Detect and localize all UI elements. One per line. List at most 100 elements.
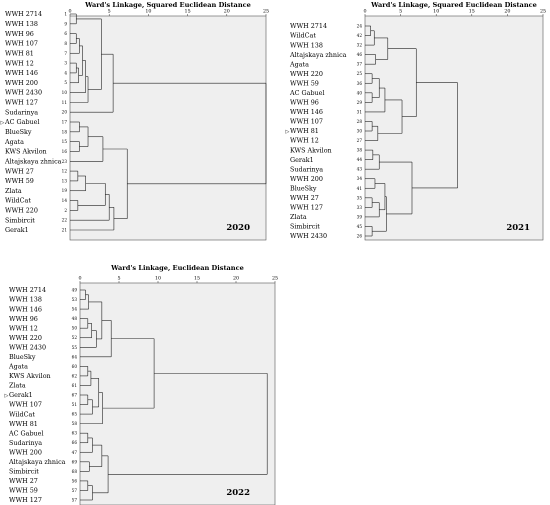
leaf-label: KWS Akvilon bbox=[290, 146, 332, 154]
x-tick-label: 25 bbox=[540, 9, 546, 15]
leaf-label: Altajskaya zhnica bbox=[289, 51, 347, 59]
leaf-index: 42 bbox=[357, 33, 363, 38]
leaf-index: 7 bbox=[64, 51, 67, 56]
leaf-index: 6 bbox=[64, 31, 67, 36]
leaf-label: WWH 12 bbox=[290, 137, 319, 145]
leaf-index: 17 bbox=[62, 120, 68, 125]
leaf-label: WWH 107 bbox=[5, 40, 38, 48]
leaf-label: WWH 2430 bbox=[290, 232, 327, 240]
leaf-label: BlueSky bbox=[5, 128, 32, 136]
leaf-index: 18 bbox=[62, 129, 68, 134]
leaf-index: 28 bbox=[357, 119, 363, 124]
leaf-index: 57 bbox=[72, 498, 78, 503]
leaf-label: WWH 12 bbox=[5, 59, 34, 67]
panel-title: Ward's Linkage, Squared Euclidean Distan… bbox=[84, 1, 251, 9]
leaf-label: Gerak1 bbox=[9, 391, 33, 399]
leaf-index: 2 bbox=[64, 208, 67, 213]
leaf-index: 64 bbox=[72, 354, 78, 359]
x-tick-label: 20 bbox=[504, 9, 510, 15]
x-tick-label: 5 bbox=[399, 9, 402, 15]
leaf-label: Altajskaya zhnica bbox=[4, 157, 62, 165]
leaf-index: 21 bbox=[62, 228, 68, 233]
x-tick-label: 5 bbox=[117, 276, 120, 282]
leaf-label: WWH 200 bbox=[9, 448, 42, 456]
leaf-index: 46 bbox=[357, 52, 363, 57]
leaf-label: WWH 220 bbox=[290, 70, 323, 78]
leaf-index: 3 bbox=[64, 61, 67, 66]
leaf-index: 15 bbox=[62, 139, 68, 144]
leaf-label: WWH 200 bbox=[290, 175, 323, 183]
leaf-index: 68 bbox=[72, 469, 78, 474]
leaf-index: 25 bbox=[357, 71, 363, 76]
leaf-label: Zlata bbox=[9, 382, 26, 390]
dendrogram-panel-2021: Ward's Linkage, Squared Euclidean Distan… bbox=[286, 1, 546, 241]
leaf-index: 12 bbox=[62, 169, 68, 174]
leaf-label: Agata bbox=[4, 138, 24, 146]
leaf-label: WWH 138 bbox=[5, 20, 38, 28]
leaf-index: 19 bbox=[62, 188, 68, 193]
leaf-label: Gerak1 bbox=[290, 156, 314, 164]
leaf-label: WWH 27 bbox=[9, 477, 38, 485]
leaf-index: 13 bbox=[62, 178, 68, 183]
leaf-index: 9 bbox=[64, 21, 67, 26]
leaf-label: WWH 146 bbox=[9, 305, 42, 313]
leaf-label: WWH 81 bbox=[5, 49, 34, 57]
leaf-index: 22 bbox=[62, 218, 68, 223]
leaf-index: 49 bbox=[72, 288, 78, 293]
leaf-index: 5 bbox=[64, 80, 67, 85]
plot-area bbox=[364, 15, 544, 241]
leaf-label: KWS Akvilon bbox=[9, 372, 51, 380]
leaf-index: 33 bbox=[357, 205, 363, 210]
leaf-index: 43 bbox=[357, 167, 363, 172]
x-tick-label: 0 bbox=[78, 276, 81, 282]
leaf-index: 54 bbox=[72, 307, 78, 312]
x-tick-label: 15 bbox=[194, 276, 200, 282]
leaf-label: Altajskaya zhnica bbox=[8, 458, 66, 466]
leaf-label: Simbircit bbox=[9, 468, 39, 476]
leaf-index: 66 bbox=[72, 440, 78, 445]
dendrogram-panel-2020: Ward's Linkage, Squared Euclidean Distan… bbox=[1, 1, 269, 241]
leaf-label: WWH 96 bbox=[290, 99, 319, 107]
plot-area bbox=[79, 282, 276, 505]
leaf-index: 61 bbox=[72, 383, 78, 388]
leaf-index: 48 bbox=[72, 316, 78, 321]
leaf-label: Agata bbox=[8, 363, 28, 371]
leaf-index: 30 bbox=[357, 129, 363, 134]
leaf-label: AC Gabuel bbox=[4, 118, 39, 126]
panel-title: Ward's Linkage, Squared Euclidean Distan… bbox=[370, 1, 537, 9]
leaf-index: 29 bbox=[357, 100, 363, 105]
leaf-index: 56 bbox=[72, 478, 78, 483]
x-tick-label: 0 bbox=[363, 9, 366, 15]
leaf-index: 24 bbox=[357, 24, 363, 29]
panel-title: Ward's Linkage, Euclidean Distance bbox=[110, 264, 244, 272]
panel-year-label: 2021 bbox=[506, 223, 530, 233]
leaf-index: 32 bbox=[357, 43, 363, 48]
leaf-label: WWH 107 bbox=[290, 118, 323, 126]
leaf-index: 4 bbox=[64, 70, 67, 75]
leaf-index: 67 bbox=[72, 393, 78, 398]
leaf-label: AC Gabuel bbox=[8, 429, 43, 437]
leaf-index: 51 bbox=[72, 402, 78, 407]
leaf-index: 50 bbox=[72, 326, 78, 331]
x-tick-label: 0 bbox=[68, 9, 71, 15]
leaf-index: 58 bbox=[72, 421, 78, 426]
leaf-index: 47 bbox=[72, 450, 78, 455]
leaf-label: WWH 138 bbox=[290, 41, 323, 49]
dendrogram-panel-2022: Ward's Linkage, Euclidean Distance 0 5 10 15… bbox=[5, 264, 278, 505]
leaf-label: WWH 59 bbox=[5, 177, 34, 185]
panel-year-label: 2022 bbox=[226, 488, 250, 498]
leaf-label: KWS Akvilon bbox=[5, 148, 47, 156]
plot-area bbox=[69, 15, 267, 241]
leaf-label: WWH 12 bbox=[9, 324, 38, 332]
leaf-label: WWH 2714 bbox=[9, 286, 46, 294]
leaf-index: 23 bbox=[62, 159, 68, 164]
leaf-index: 62 bbox=[72, 373, 78, 378]
leaf-label: WWH 59 bbox=[9, 487, 38, 495]
leaf-index: 40 bbox=[357, 90, 363, 95]
leaf-index: 60 bbox=[72, 364, 78, 369]
leaf-label: WWH 107 bbox=[9, 401, 42, 409]
leaf-label: WWH 146 bbox=[5, 69, 38, 77]
leaf-index: 37 bbox=[357, 62, 363, 67]
leaf-index: 1 bbox=[64, 12, 67, 17]
leaf-index: 38 bbox=[357, 148, 363, 153]
